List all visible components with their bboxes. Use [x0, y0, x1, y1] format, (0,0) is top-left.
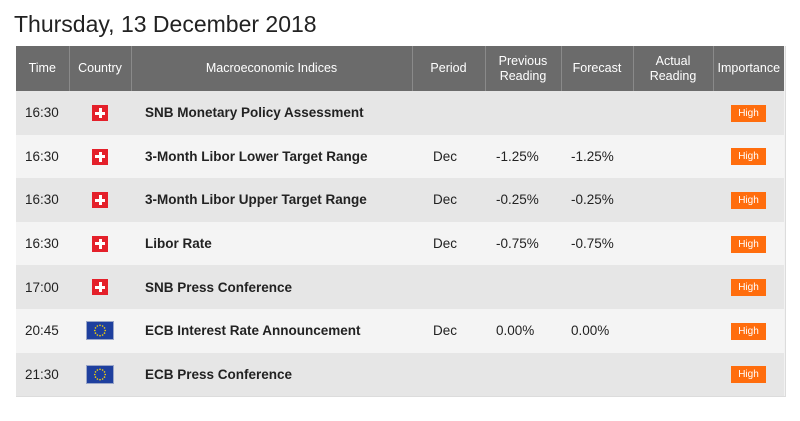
- cell-country: [69, 221, 131, 266]
- cell-forecast: -0.25%: [561, 178, 633, 222]
- header-actual-line2: Reading: [649, 68, 697, 83]
- cell-time: 16:30: [16, 178, 69, 222]
- header-macroeconomic-indices: Macroeconomic Indices: [131, 46, 413, 91]
- cell-previous-reading: [485, 352, 561, 397]
- header-time: Time: [16, 46, 70, 91]
- cell-importance: High: [713, 352, 784, 397]
- header-actual-line1: Actual: [655, 53, 691, 68]
- importance-high-badge: High: [731, 191, 766, 209]
- cell-period: [412, 352, 485, 397]
- header-forecast: Forecast: [561, 46, 634, 91]
- cell-previous-reading: [485, 91, 561, 135]
- cell-importance: High: [713, 308, 784, 353]
- cell-country: [69, 352, 131, 397]
- cell-actual-reading: [633, 178, 713, 222]
- cell-event[interactable]: Libor Rate: [131, 221, 412, 266]
- cell-actual-reading: [633, 308, 713, 353]
- cell-period: [412, 91, 485, 135]
- header-actual-reading: Actual Reading: [633, 46, 714, 91]
- header-previous-line2: Reading: [499, 68, 547, 83]
- cell-previous-reading: -0.75%: [485, 221, 561, 266]
- eu-flag-icon: [86, 321, 114, 341]
- table-row[interactable]: 16:30 3-Month Libor Lower Target Range Dec…: [16, 134, 784, 179]
- cell-importance: High: [713, 265, 784, 309]
- cell-actual-reading: [633, 265, 713, 309]
- cell-country: [69, 178, 131, 222]
- cell-period: [412, 265, 485, 309]
- cell-event[interactable]: ECB Press Conference: [131, 352, 412, 397]
- cell-event[interactable]: 3-Month Libor Upper Target Range: [131, 178, 412, 222]
- header-country: Country: [69, 46, 132, 91]
- cell-forecast: 0.00%: [561, 308, 633, 353]
- cell-importance: High: [713, 134, 784, 179]
- cell-event[interactable]: SNB Monetary Policy Assessment: [131, 91, 412, 135]
- eu-flag-icon: [86, 364, 114, 384]
- cell-event[interactable]: ECB Interest Rate Announcement: [131, 308, 412, 353]
- cell-previous-reading: [485, 265, 561, 309]
- header-period: Period: [412, 46, 486, 91]
- cell-period: Dec: [412, 308, 485, 353]
- importance-high-badge: High: [731, 322, 766, 340]
- cell-time: 16:30: [16, 134, 69, 179]
- cell-previous-reading: 0.00%: [485, 308, 561, 353]
- header-previous-reading: Previous Reading: [485, 46, 562, 91]
- cell-period: Dec: [412, 221, 485, 266]
- cell-importance: High: [713, 91, 784, 135]
- cell-actual-reading: [633, 221, 713, 266]
- cell-time: 20:45: [16, 308, 69, 353]
- cell-event[interactable]: 3-Month Libor Lower Target Range: [131, 134, 412, 179]
- table-row[interactable]: 20:45 ECB Interest Rate Announcement Dec 0.…: [16, 308, 784, 353]
- importance-high-badge: High: [731, 148, 766, 166]
- cell-event[interactable]: SNB Press Conference: [131, 265, 412, 309]
- cell-country: [69, 265, 131, 309]
- page-title: Thursday, 13 December 2018: [14, 11, 317, 37]
- cell-forecast: [561, 91, 633, 135]
- cell-time: 21:30: [16, 352, 69, 397]
- cell-forecast: [561, 352, 633, 397]
- table-row[interactable]: 16:30 3-Month Libor Upper Target Range Dec…: [16, 178, 784, 222]
- economic-calendar-table: Time Country Macroeconomic Indices Perio…: [16, 46, 784, 397]
- cell-time: 16:30: [16, 221, 69, 266]
- table-header-row: Time Country Macroeconomic Indices Perio…: [16, 46, 784, 91]
- header-importance: Importance: [713, 46, 784, 91]
- switzerland-flag-icon: [92, 148, 108, 165]
- switzerland-flag-icon: [92, 279, 108, 296]
- cell-time: 16:30: [16, 91, 69, 135]
- cell-country: [69, 134, 131, 179]
- cell-forecast: -0.75%: [561, 221, 633, 266]
- header-previous-line1: Previous: [498, 53, 548, 68]
- cell-country: [69, 308, 131, 353]
- table-row[interactable]: 21:30 ECB Press Conference High: [16, 352, 784, 397]
- cell-forecast: -1.25%: [561, 134, 633, 179]
- table-row[interactable]: 16:30 SNB Monetary Policy Assessment High: [16, 91, 784, 135]
- importance-high-badge: High: [731, 104, 766, 122]
- cell-importance: High: [713, 221, 784, 266]
- cell-previous-reading: -1.25%: [485, 134, 561, 179]
- cell-actual-reading: [633, 91, 713, 135]
- cell-previous-reading: -0.25%: [485, 178, 561, 222]
- cell-period: Dec: [412, 178, 485, 222]
- cell-importance: High: [713, 178, 784, 222]
- table-row[interactable]: 17:00 SNB Press Conference High: [16, 265, 784, 309]
- table-row[interactable]: 16:30 Libor Rate Dec -0.75% -0.75% High: [16, 221, 784, 266]
- cell-country: [69, 91, 131, 135]
- cell-actual-reading: [633, 352, 713, 397]
- cell-forecast: [561, 265, 633, 309]
- importance-high-badge: High: [731, 235, 766, 253]
- importance-high-badge: High: [731, 366, 766, 384]
- cell-actual-reading: [633, 134, 713, 179]
- cell-time: 17:00: [16, 265, 69, 309]
- switzerland-flag-icon: [92, 192, 108, 209]
- cell-period: Dec: [412, 134, 485, 179]
- importance-high-badge: High: [731, 279, 766, 297]
- switzerland-flag-icon: [92, 235, 108, 252]
- switzerland-flag-icon: [92, 105, 108, 122]
